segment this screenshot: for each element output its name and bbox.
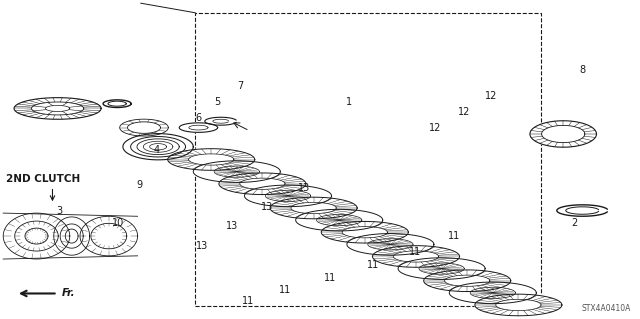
Polygon shape [25, 228, 48, 244]
Polygon shape [3, 213, 70, 259]
Polygon shape [193, 161, 280, 182]
Polygon shape [219, 173, 306, 195]
Polygon shape [179, 123, 218, 132]
Text: 8: 8 [579, 65, 586, 75]
Text: 1: 1 [346, 97, 352, 107]
Polygon shape [60, 224, 83, 248]
Text: 11: 11 [448, 231, 461, 241]
Polygon shape [120, 119, 168, 136]
Polygon shape [530, 121, 596, 147]
Polygon shape [475, 294, 562, 316]
Text: 5: 5 [214, 97, 221, 107]
Polygon shape [205, 117, 237, 125]
Text: 11: 11 [278, 285, 291, 295]
Text: 11: 11 [367, 260, 380, 270]
Polygon shape [244, 185, 332, 207]
Text: 13: 13 [225, 221, 238, 232]
Text: 11: 11 [242, 296, 255, 307]
Polygon shape [54, 217, 90, 255]
Polygon shape [15, 221, 58, 251]
Text: 6: 6 [195, 113, 202, 123]
Text: 9: 9 [136, 180, 143, 190]
Polygon shape [449, 282, 536, 304]
Text: 2ND CLUTCH: 2ND CLUTCH [6, 174, 81, 184]
Text: 12: 12 [429, 122, 442, 133]
Text: 13: 13 [261, 202, 274, 212]
Text: 4: 4 [154, 145, 160, 155]
Text: 13: 13 [298, 183, 310, 193]
Polygon shape [557, 205, 608, 216]
Polygon shape [103, 100, 131, 108]
Polygon shape [168, 149, 255, 170]
Polygon shape [296, 209, 383, 231]
Text: 11: 11 [323, 272, 336, 283]
Text: 10: 10 [112, 218, 125, 228]
Text: 12: 12 [485, 91, 498, 101]
Text: 2: 2 [572, 218, 578, 228]
Polygon shape [398, 258, 485, 279]
Polygon shape [424, 270, 511, 292]
Text: 3: 3 [56, 205, 62, 216]
Polygon shape [321, 221, 408, 243]
Text: Fr.: Fr. [62, 288, 76, 299]
Polygon shape [347, 234, 434, 255]
Polygon shape [270, 197, 357, 219]
Polygon shape [65, 229, 78, 243]
Polygon shape [372, 246, 460, 267]
Polygon shape [80, 216, 138, 256]
Text: STX4A0410A: STX4A0410A [581, 304, 630, 313]
Text: 7: 7 [237, 81, 243, 91]
Polygon shape [91, 223, 127, 249]
Text: 13: 13 [195, 241, 208, 251]
Polygon shape [14, 98, 101, 119]
Text: 12: 12 [458, 107, 470, 117]
Text: 11: 11 [408, 247, 421, 257]
